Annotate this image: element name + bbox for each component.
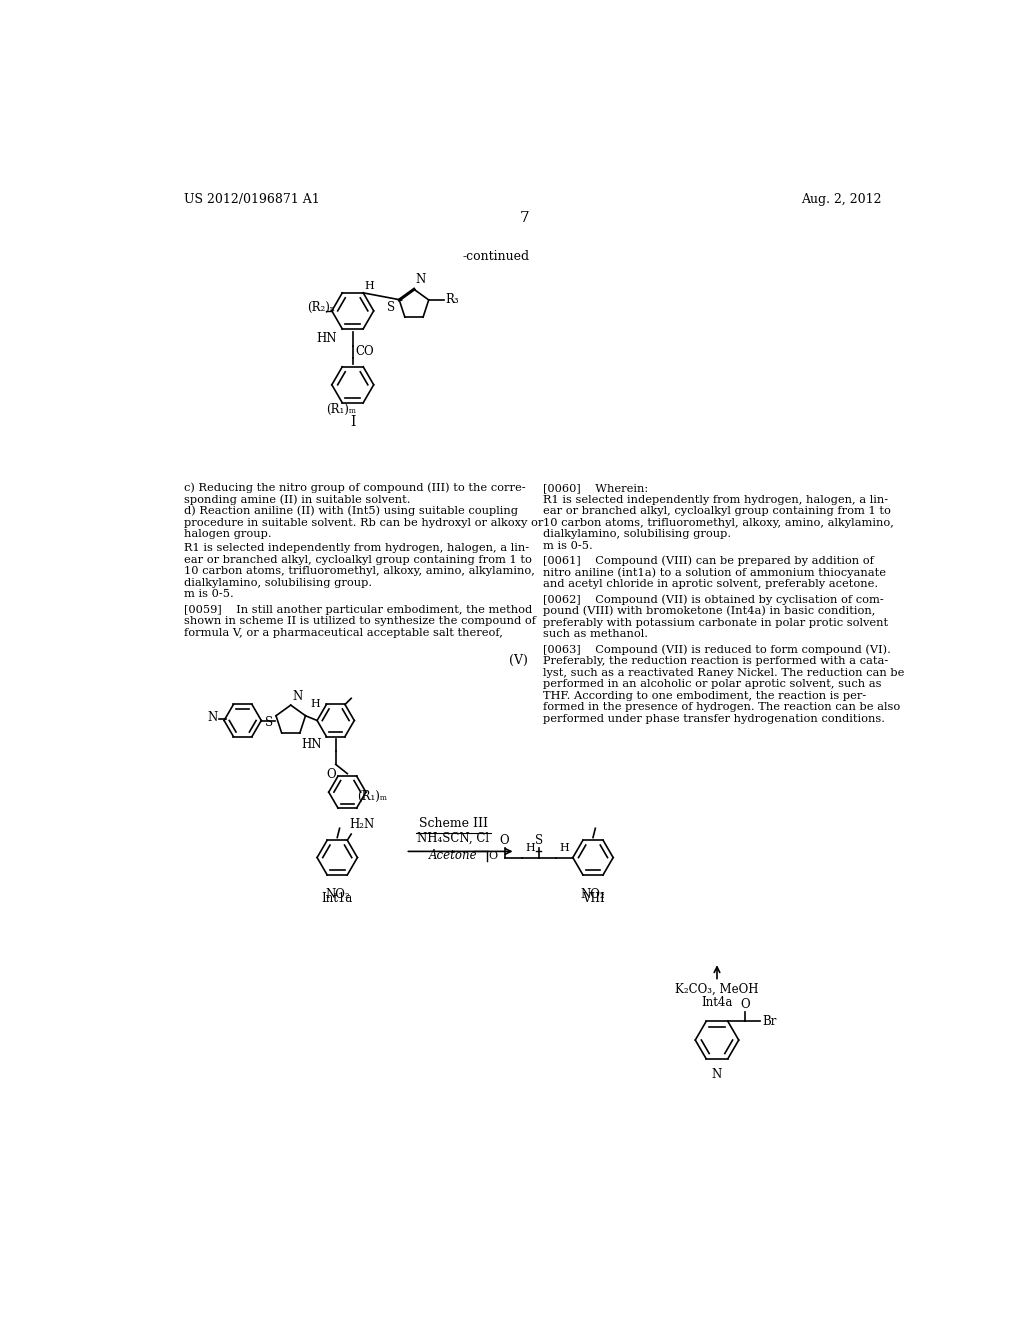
Text: H: H bbox=[364, 281, 374, 290]
Text: Br: Br bbox=[762, 1015, 776, 1028]
Text: performed in an alcoholic or polar aprotic solvent, such as: performed in an alcoholic or polar aprot… bbox=[543, 680, 881, 689]
Text: ear or branched alkyl, cycloalkyl group containing from 1 to: ear or branched alkyl, cycloalkyl group … bbox=[183, 554, 531, 565]
Text: N: N bbox=[416, 273, 426, 286]
Text: H: H bbox=[559, 843, 569, 853]
Text: halogen group.: halogen group. bbox=[183, 529, 271, 540]
Text: [0062]    Compound (VII) is obtained by cyclisation of com-: [0062] Compound (VII) is obtained by cyc… bbox=[543, 594, 884, 605]
Text: N: N bbox=[712, 1068, 722, 1081]
Text: -continued: -continued bbox=[463, 249, 530, 263]
Text: Aug. 2, 2012: Aug. 2, 2012 bbox=[801, 193, 882, 206]
Text: shown in scheme II is utilized to synthesize the compound of: shown in scheme II is utilized to synthe… bbox=[183, 616, 536, 626]
Text: H: H bbox=[310, 700, 321, 709]
Text: m is 0-5.: m is 0-5. bbox=[543, 541, 592, 550]
Text: S: S bbox=[265, 717, 273, 730]
Text: Int1a: Int1a bbox=[322, 892, 353, 906]
Text: [0063]    Compound (VII) is reduced to form compound (VI).: [0063] Compound (VII) is reduced to form… bbox=[543, 644, 891, 655]
Text: preferably with potassium carbonate in polar protic solvent: preferably with potassium carbonate in p… bbox=[543, 618, 888, 628]
Text: O: O bbox=[500, 834, 510, 847]
Text: pound (VIII) with bromoketone (Int4a) in basic condition,: pound (VIII) with bromoketone (Int4a) in… bbox=[543, 606, 874, 616]
Text: Scheme III: Scheme III bbox=[419, 817, 488, 830]
Text: performed under phase transfer hydrogenation conditions.: performed under phase transfer hydrogena… bbox=[543, 714, 885, 725]
Text: VIII: VIII bbox=[582, 892, 604, 906]
Text: dialkylamino, solubilising group.: dialkylamino, solubilising group. bbox=[183, 578, 372, 587]
Text: (R₂)ₙ: (R₂)ₙ bbox=[307, 301, 335, 314]
Text: S: S bbox=[387, 301, 395, 314]
Text: ear or branched alkyl, cycloalkyl group containing from 1 to: ear or branched alkyl, cycloalkyl group … bbox=[543, 506, 891, 516]
Text: nitro aniline (int1a) to a solution of ammonium thiocyanate: nitro aniline (int1a) to a solution of a… bbox=[543, 568, 886, 578]
Text: 10 carbon atoms, trifluoromethyl, alkoxy, amino, alkylamino,: 10 carbon atoms, trifluoromethyl, alkoxy… bbox=[543, 517, 894, 528]
Text: CO: CO bbox=[355, 345, 374, 358]
Text: (R₁)ₘ: (R₁)ₘ bbox=[356, 789, 387, 803]
Text: US 2012/0196871 A1: US 2012/0196871 A1 bbox=[183, 193, 319, 206]
Text: formula V, or a pharmaceutical acceptable salt thereof,: formula V, or a pharmaceutical acceptabl… bbox=[183, 628, 503, 638]
Text: and acetyl chloride in aprotic solvent, preferably acetone.: and acetyl chloride in aprotic solvent, … bbox=[543, 579, 878, 589]
Text: R₃: R₃ bbox=[445, 293, 460, 306]
Text: O: O bbox=[488, 851, 498, 861]
Text: NH₄SCN, Cl: NH₄SCN, Cl bbox=[418, 832, 489, 845]
Text: THF. According to one embodiment, the reaction is per-: THF. According to one embodiment, the re… bbox=[543, 690, 866, 701]
Text: lyst, such as a reactivated Raney Nickel. The reduction can be: lyst, such as a reactivated Raney Nickel… bbox=[543, 668, 904, 678]
Text: 7: 7 bbox=[520, 211, 529, 224]
Text: (V): (V) bbox=[509, 653, 528, 667]
Text: H: H bbox=[525, 843, 536, 853]
Text: 10 carbon atoms, trifluoromethyl, alkoxy, amino, alkylamino,: 10 carbon atoms, trifluoromethyl, alkoxy… bbox=[183, 566, 535, 577]
Text: Int4a: Int4a bbox=[701, 997, 733, 1010]
Text: NO₂: NO₂ bbox=[325, 888, 349, 902]
Text: dialkylamino, solubilising group.: dialkylamino, solubilising group. bbox=[543, 529, 731, 540]
Text: R1 is selected independently from hydrogen, halogen, a lin-: R1 is selected independently from hydrog… bbox=[543, 495, 888, 504]
Text: sponding amine (II) in suitable solvent.: sponding amine (II) in suitable solvent. bbox=[183, 494, 411, 504]
Text: [0060]    Wherein:: [0060] Wherein: bbox=[543, 483, 648, 494]
Text: O: O bbox=[740, 998, 751, 1011]
Text: HN: HN bbox=[316, 333, 337, 345]
Text: S: S bbox=[535, 834, 543, 847]
Text: Preferably, the reduction reaction is performed with a cata-: Preferably, the reduction reaction is pe… bbox=[543, 656, 888, 667]
Text: H₂N: H₂N bbox=[349, 818, 374, 832]
Text: [0061]    Compound (VIII) can be prepared by addition of: [0061] Compound (VIII) can be prepared b… bbox=[543, 556, 873, 566]
Text: d) Reaction aniline (II) with (Int5) using suitable coupling: d) Reaction aniline (II) with (Int5) usi… bbox=[183, 506, 518, 516]
Text: HN: HN bbox=[301, 738, 322, 751]
Text: NO₂: NO₂ bbox=[581, 888, 605, 902]
Text: formed in the presence of hydrogen. The reaction can be also: formed in the presence of hydrogen. The … bbox=[543, 702, 900, 713]
Text: procedure in suitable solvent. Rb can be hydroxyl or alkoxy or: procedure in suitable solvent. Rb can be… bbox=[183, 517, 543, 528]
Text: K₂CO₃, MeOH: K₂CO₃, MeOH bbox=[675, 983, 759, 997]
Text: N: N bbox=[292, 690, 302, 702]
Text: [0059]    In still another particular embodiment, the method: [0059] In still another particular embod… bbox=[183, 605, 532, 615]
Text: such as methanol.: such as methanol. bbox=[543, 630, 647, 639]
Text: c) Reducing the nitro group of compound (III) to the corre-: c) Reducing the nitro group of compound … bbox=[183, 483, 525, 494]
Text: N: N bbox=[208, 711, 218, 723]
Text: O: O bbox=[327, 768, 336, 781]
Text: Acetone: Acetone bbox=[429, 849, 478, 862]
Text: I: I bbox=[350, 414, 355, 429]
Text: m is 0-5.: m is 0-5. bbox=[183, 589, 233, 599]
Text: (R₁)ₘ: (R₁)ₘ bbox=[326, 404, 356, 416]
Text: R1 is selected independently from hydrogen, halogen, a lin-: R1 is selected independently from hydrog… bbox=[183, 543, 529, 553]
